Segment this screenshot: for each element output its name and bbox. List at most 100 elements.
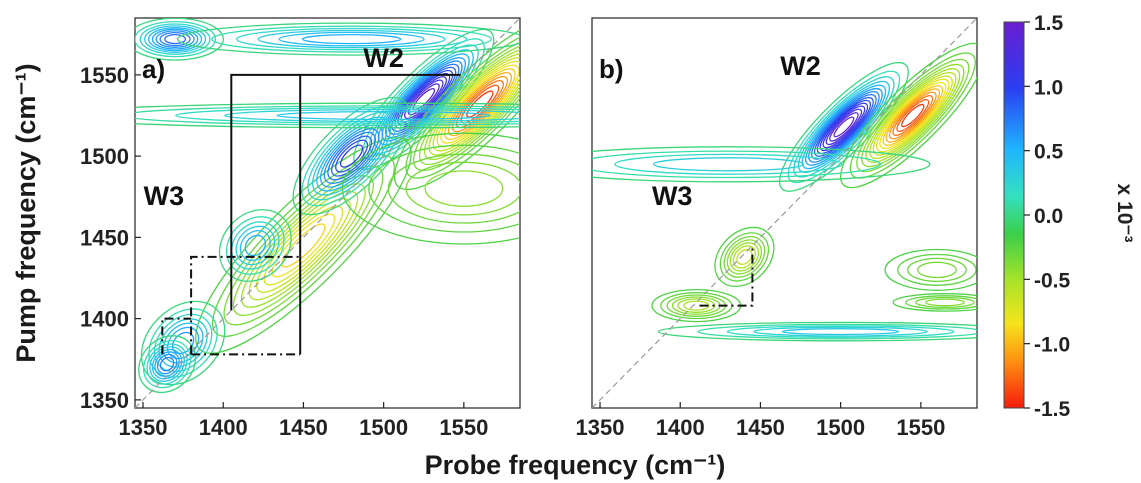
colorbar-ticks: 1.5 1.0 0.5 0.0 -0.5 -1.0 -1.5 xyxy=(1024,12,1071,421)
contour-line xyxy=(135,105,520,126)
contour-line xyxy=(301,33,402,45)
contour-line xyxy=(164,33,187,45)
contour-line xyxy=(781,328,900,336)
colorbar-tick-label: 1.0 xyxy=(1034,76,1063,99)
contour-line xyxy=(714,226,775,287)
contour-line xyxy=(876,78,950,153)
x-tick-label: 1450 xyxy=(736,415,785,440)
contour-line xyxy=(211,25,492,53)
contour-line xyxy=(819,102,869,152)
colorbar-tick-label: -1.0 xyxy=(1034,334,1070,357)
contour-line xyxy=(424,170,504,207)
y-axis-label: Pump frequency (cm⁻¹) xyxy=(11,63,41,362)
contour-line xyxy=(732,245,757,269)
x-tick-label: 1550 xyxy=(896,415,945,440)
contour-line xyxy=(723,236,766,278)
contour-line xyxy=(148,26,203,52)
contour-line xyxy=(778,61,909,192)
x-tick-label: 1500 xyxy=(359,415,408,440)
contour-line xyxy=(323,128,380,184)
x-tick-label: 1400 xyxy=(199,415,248,440)
solid-box-line xyxy=(230,73,302,355)
contour-line xyxy=(882,85,944,146)
contour-line xyxy=(236,27,468,51)
contour-line xyxy=(166,326,200,360)
contour-line xyxy=(159,356,175,372)
contour-line xyxy=(753,326,928,337)
contour-line xyxy=(404,79,444,120)
contour-line xyxy=(432,56,520,152)
contour-line xyxy=(281,223,326,268)
annotation-w2-b: W2 xyxy=(780,51,821,81)
x-tick-label: 1350 xyxy=(119,415,168,440)
contour-line xyxy=(892,95,934,136)
panel-b-overlay xyxy=(592,18,977,408)
contour-line xyxy=(801,84,887,170)
colorbar-tick-label: -0.5 xyxy=(1034,269,1071,292)
x-tick-label: 1450 xyxy=(279,415,328,440)
contour-line xyxy=(726,325,955,338)
contour-line xyxy=(905,295,977,310)
contour-line xyxy=(292,96,411,216)
contour-line xyxy=(248,190,359,301)
contour-line xyxy=(861,63,965,168)
contour-line xyxy=(896,99,930,132)
contour-line xyxy=(368,144,520,233)
contour-line xyxy=(276,110,491,121)
contour-line xyxy=(240,183,366,308)
panel-a-ticks: 1350 1400 1450 1500 1550 1350 1400 1450 1500 1550 xyxy=(80,63,488,440)
contour-line xyxy=(444,68,516,140)
contour-line xyxy=(808,91,880,163)
panel-a-overlay xyxy=(135,18,520,408)
panel-b-contours xyxy=(592,42,977,342)
contour-line xyxy=(151,348,183,380)
x-tick-label: 1350 xyxy=(576,415,625,440)
contour-line xyxy=(387,153,520,224)
contour-line xyxy=(736,248,753,265)
contour-line xyxy=(677,298,716,313)
contour-line xyxy=(869,71,957,160)
contour-line xyxy=(683,300,710,311)
contour-line xyxy=(211,154,395,337)
contour-line xyxy=(176,22,520,56)
x-tick-label: 1550 xyxy=(439,415,488,440)
panel-a-contours xyxy=(135,18,520,394)
panel-b-label: b) xyxy=(599,54,624,84)
y-tick-label: 1350 xyxy=(80,388,129,413)
contour-line xyxy=(825,108,863,146)
contour-line xyxy=(263,205,344,286)
contour-line xyxy=(428,52,520,156)
contour-line xyxy=(879,81,947,150)
contour-line xyxy=(316,120,387,192)
contour-line xyxy=(149,346,185,382)
contour-line xyxy=(816,99,872,155)
colorbar: 1.5 1.0 0.5 0.0 -0.5 -1.0 -1.5 x 10⁻³ xyxy=(1003,12,1136,421)
contour-line xyxy=(888,91,937,140)
y-tick-label: 1550 xyxy=(80,63,129,88)
contour-line xyxy=(301,105,402,207)
contour-line xyxy=(341,132,520,245)
panel-b: 1350 1400 1450 1500 1550 b) W2 W3 xyxy=(576,17,978,440)
contour-line xyxy=(805,88,883,166)
contour-line xyxy=(218,209,292,282)
contour-line xyxy=(885,88,940,143)
colorbar-tick-label: 0.5 xyxy=(1034,141,1064,164)
contour-line xyxy=(278,31,425,47)
contour-line xyxy=(924,298,965,307)
contour-line xyxy=(158,318,208,368)
contour-line xyxy=(155,30,195,48)
colorbar-gradient xyxy=(1003,21,1025,409)
contour-line xyxy=(697,323,977,340)
contour-line xyxy=(440,64,520,144)
contour-line xyxy=(271,213,336,278)
contour-line xyxy=(614,153,843,175)
contour-line xyxy=(159,31,191,47)
contour-line xyxy=(719,232,770,282)
contour-line xyxy=(225,216,285,275)
contour-line xyxy=(916,261,957,279)
contour-line xyxy=(339,144,364,168)
contour-line xyxy=(833,116,855,138)
contour-line xyxy=(135,18,224,61)
contour-line xyxy=(146,343,188,385)
contour-line xyxy=(892,293,977,312)
